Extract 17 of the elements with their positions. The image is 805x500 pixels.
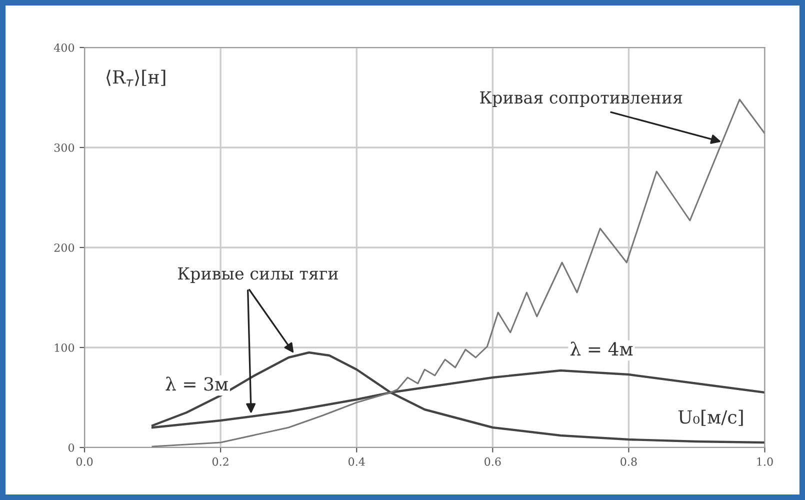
- annotation: Кривая сопротивления: [480, 91, 682, 107]
- y-tick-label: 100: [54, 343, 74, 352]
- annotation: Кривые силы тяги: [178, 267, 338, 283]
- x-tick-label: 0.4: [348, 457, 365, 466]
- series-label: λ = 4м: [570, 342, 633, 356]
- x-tick-label: 0.2: [212, 457, 228, 466]
- series-label: λ = 3м: [166, 376, 228, 391]
- y-tick-label: 400: [54, 43, 74, 52]
- y-tick-label: 300: [54, 143, 74, 152]
- x-tick-label: 0.0: [76, 457, 93, 466]
- x-axis-title: U₀[м/с]: [678, 410, 743, 426]
- x-tick-label: 1.0: [757, 457, 773, 466]
- x-tick-label: 0.6: [484, 457, 501, 466]
- x-tick-label: 0.8: [620, 457, 637, 466]
- y-axis-title: ⟨R$_{т}$⟩[н]: [106, 70, 166, 86]
- y-tick-label: 0: [68, 443, 74, 452]
- y-tick-label: 200: [54, 243, 74, 252]
